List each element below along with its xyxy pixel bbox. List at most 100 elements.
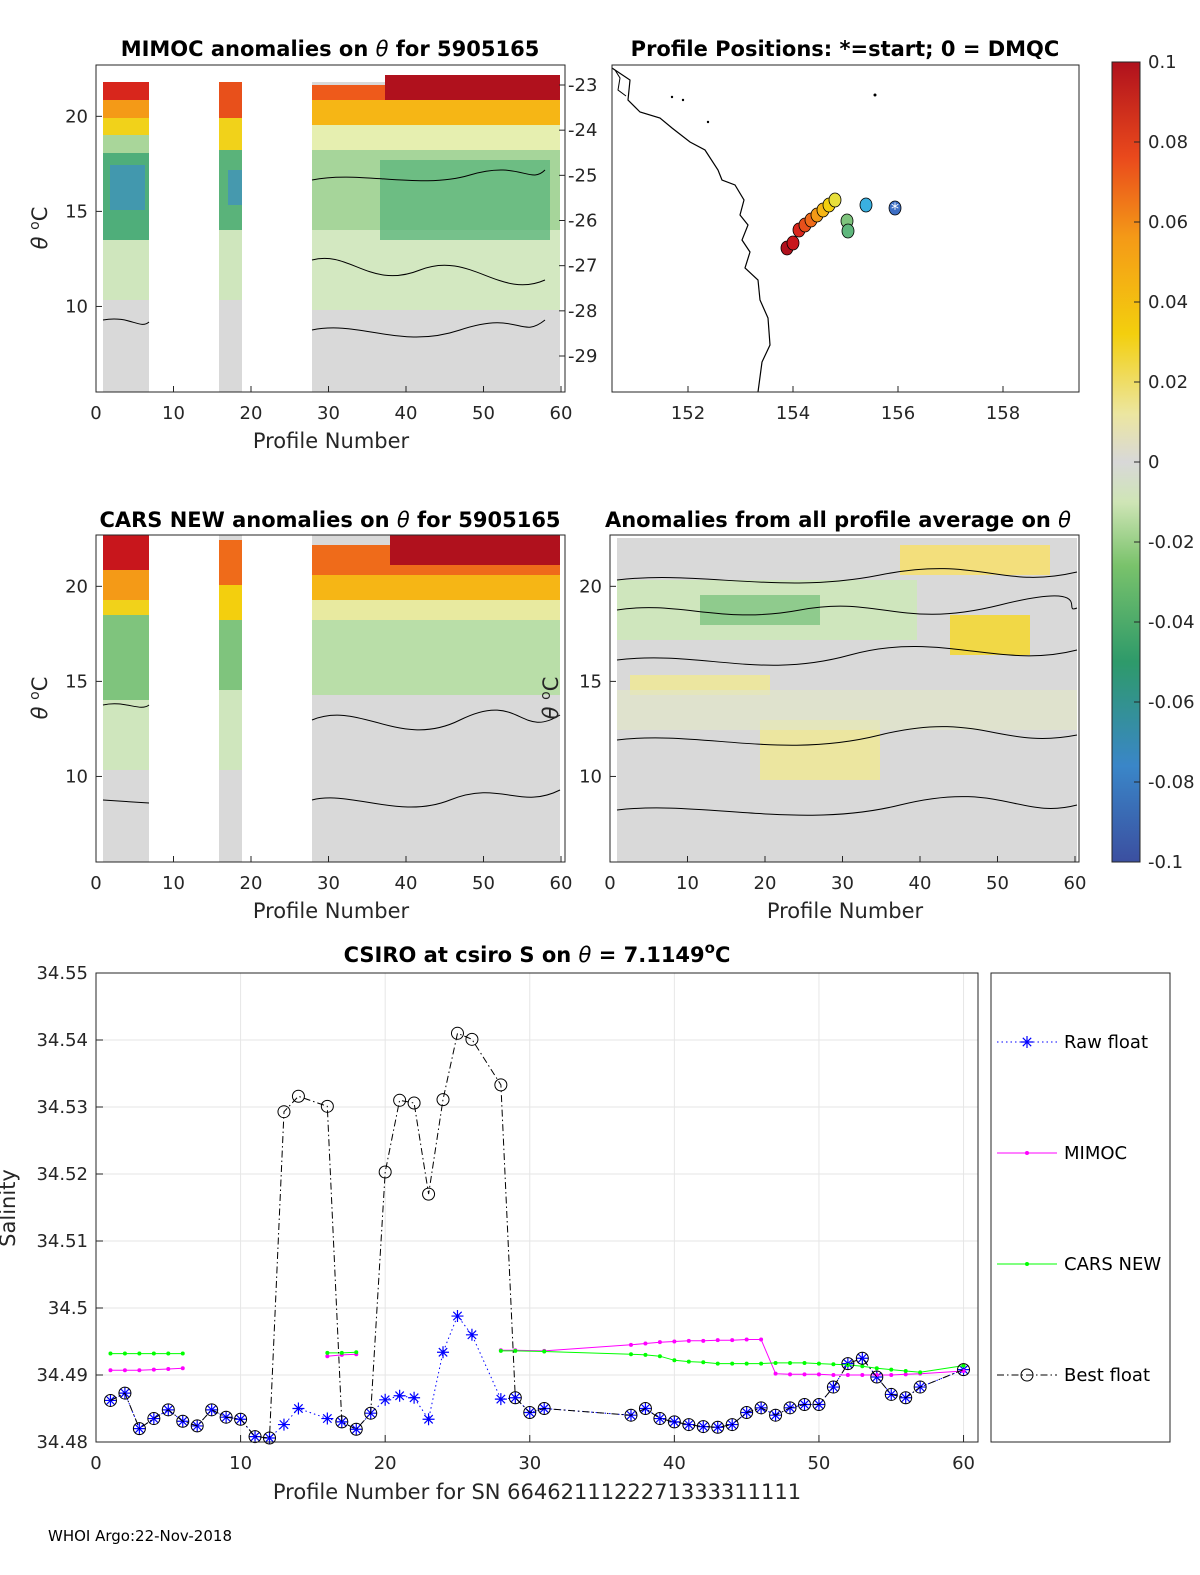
- x-tick-label: 20: [754, 873, 777, 894]
- data-point: [325, 1350, 330, 1355]
- data-point: [118, 1386, 132, 1400]
- data-point: [161, 1403, 175, 1417]
- x-tick-label: 20: [240, 403, 263, 424]
- data-point: [450, 1026, 464, 1040]
- data-point: [263, 1431, 277, 1445]
- data-point: [498, 1348, 503, 1353]
- data-point: [176, 1414, 190, 1428]
- data-point: [378, 1165, 392, 1179]
- data-point: [701, 1360, 706, 1365]
- data-point: [321, 1412, 334, 1425]
- colorbar-tick-label: 0.06: [1148, 212, 1188, 233]
- data-point: [513, 1348, 518, 1353]
- data-point: [436, 1093, 450, 1107]
- y-tick-label: 34.49: [36, 1365, 88, 1386]
- footer-stamp: WHOI Argo:22-Nov-2018: [48, 1527, 232, 1545]
- data-point: [537, 1402, 551, 1415]
- data-point: [783, 1401, 797, 1415]
- data-point: [759, 1337, 764, 1342]
- lat-tick-label: -28: [568, 301, 597, 322]
- profile-marker: [786, 235, 800, 251]
- data-point: [523, 1406, 537, 1420]
- data-point: [248, 1430, 262, 1444]
- legend-label: MIMOC: [1064, 1143, 1127, 1164]
- lon-tick-label: 156: [881, 403, 915, 424]
- data-point: [422, 1187, 436, 1201]
- x-tick-label: 40: [663, 1453, 686, 1474]
- chart-xlabel: Profile Number for SN 664621112227133331…: [273, 1480, 801, 1504]
- data-point: [657, 1340, 662, 1345]
- data-point: [788, 1372, 793, 1377]
- data-point: [903, 1372, 908, 1377]
- data-point: [725, 1418, 739, 1432]
- data-point: [841, 1357, 855, 1371]
- data-point: [918, 1370, 923, 1375]
- colorbar-tick-label: -0.08: [1148, 772, 1195, 793]
- y-tick-label: 20: [65, 576, 88, 597]
- data-point: [291, 1089, 305, 1103]
- mimoc-heatmap: [102, 75, 560, 392]
- data-point: [465, 1328, 478, 1341]
- data-point: [797, 1397, 811, 1411]
- data-point: [653, 1412, 667, 1426]
- lat-tick-label: -26: [568, 211, 597, 232]
- data-point: [657, 1354, 662, 1359]
- data-point: [542, 1349, 547, 1354]
- data-point: [831, 1373, 836, 1377]
- data-point: [393, 1389, 406, 1402]
- data-point: [339, 1350, 344, 1355]
- legend-label: Best float: [1064, 1365, 1150, 1386]
- colorbar: 0.1 0.08 0.06 0.04 0.02 0 -0.02 -0.04 -0.06 -0.08…: [1111, 52, 1195, 873]
- lon-tick-label: 152: [671, 403, 705, 424]
- x-tick-label: 10: [676, 873, 699, 894]
- data-point: [234, 1412, 248, 1426]
- data-point: [860, 1373, 865, 1377]
- data-point: [137, 1368, 142, 1373]
- data-point: [686, 1338, 691, 1343]
- avg-panel: Anomalies from all profile average on θ …: [538, 508, 1086, 923]
- data-point: [744, 1361, 749, 1366]
- data-point: [870, 1371, 883, 1384]
- data-point: [827, 1381, 840, 1394]
- data-point: [122, 1351, 127, 1356]
- mimoc-right-ticks: -23 -24 -25 -26 -27 -28 -29: [559, 75, 597, 367]
- lat-tick-label: -24: [568, 120, 597, 141]
- x-tick-label: 0: [90, 1453, 101, 1474]
- data-point: [740, 1406, 754, 1420]
- data-point: [393, 1093, 407, 1107]
- data-point: [151, 1367, 156, 1372]
- chart-ylabel: Salinity: [0, 1169, 20, 1247]
- data-point: [166, 1351, 171, 1356]
- data-point: [509, 1391, 522, 1404]
- series-best-float: [103, 1026, 971, 1445]
- positions-title: Profile Positions: *=start; 0 = DMQC: [631, 37, 1060, 61]
- chart-legend: [990, 972, 1171, 1443]
- cars-heatmap: [102, 535, 561, 862]
- data-point: [249, 1430, 262, 1443]
- data-point: [1025, 1262, 1029, 1266]
- lon-tick-label: 154: [776, 403, 810, 424]
- legend-item: Raw float: [997, 1032, 1148, 1053]
- data-point: [961, 1368, 966, 1373]
- data-point: [769, 1408, 783, 1422]
- data-point: [899, 1391, 913, 1405]
- colorbar-tick-label: 0.02: [1148, 372, 1188, 393]
- x-tick-label: 40: [909, 873, 932, 894]
- y-tick-label: 20: [579, 576, 602, 597]
- data-point: [754, 1401, 768, 1415]
- positions-x-ticks: 152 154 156 158: [671, 386, 1020, 424]
- data-point: [103, 1393, 117, 1407]
- data-point: [802, 1372, 807, 1377]
- data-point: [845, 1362, 850, 1367]
- mimoc-x-ticks: 0 10 20 30 40 50 60: [90, 386, 572, 424]
- y-tick-label: 15: [65, 671, 88, 692]
- chart-y-ticks: 34.48 34.49 34.5 34.51 34.52 34.53 34.54 34.55: [36, 963, 103, 1453]
- data-point: [638, 1402, 652, 1415]
- data-point: [335, 1415, 349, 1429]
- data-point: [730, 1338, 735, 1343]
- x-tick-label: 40: [395, 403, 418, 424]
- data-point: [166, 1366, 171, 1371]
- x-tick-label: 0: [604, 873, 615, 894]
- y-tick-label: 34.55: [36, 963, 88, 984]
